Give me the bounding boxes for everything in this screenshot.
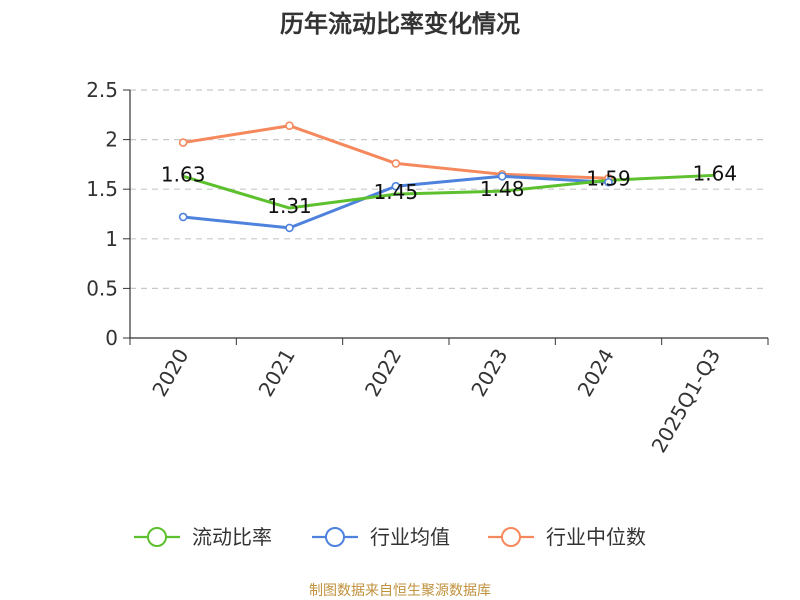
data-labels: 1.63 1.31 1.45 1.48 1.59 1.64: [161, 161, 737, 218]
data-label: 1.45: [374, 180, 419, 204]
data-label: 1.31: [267, 194, 312, 218]
y-tick-label: 1.5: [86, 177, 118, 201]
data-label: 1.48: [480, 177, 525, 201]
legend-swatch-marker: [147, 527, 167, 547]
series-point-1: [604, 177, 613, 187]
y-tick-label: 0.5: [86, 276, 118, 300]
series-point-2: [391, 159, 401, 168]
legend-item-0[interactable]: 流动比率: [134, 525, 272, 549]
legend-item-2[interactable]: 行业中位数: [488, 525, 646, 549]
series-point-2: [178, 138, 188, 147]
legend-label: 行业中位数: [546, 525, 646, 549]
axes: [123, 89, 769, 345]
y-tick-label: 1: [105, 227, 118, 251]
series-points: [178, 121, 613, 233]
y-tick-label: 2: [105, 128, 118, 152]
series-point-1: [178, 212, 188, 222]
y-tick-label: 0: [105, 326, 118, 350]
x-tick-label: 2021: [254, 345, 300, 401]
x-tick-label: 2020: [147, 345, 193, 401]
data-label: 1.64: [693, 161, 738, 185]
x-tick-label: 2025Q1-Q3: [646, 345, 725, 457]
series-point-1: [391, 181, 401, 191]
legend-swatch-marker: [501, 527, 521, 547]
chart-title: 历年流动比率变化情况: [280, 10, 520, 38]
series-lines: [182, 124, 715, 230]
data-label: 1.63: [161, 162, 206, 186]
legend[interactable]: 流动比率 行业均值 行业中位数: [134, 525, 646, 549]
series-line-0: [182, 173, 715, 210]
legend-label: 流动比率: [192, 525, 272, 549]
legend-swatch-marker: [325, 527, 345, 547]
x-axis-tick-labels: 2020 2021 2022 2023 2024 2025Q1-Q3: [147, 344, 725, 456]
series-point-1: [497, 172, 507, 181]
series-point-2: [285, 121, 294, 131]
legend-item-1[interactable]: 行业均值: [312, 525, 450, 549]
data-label: 1.59: [586, 166, 631, 190]
x-tick-label: 2022: [360, 345, 406, 401]
x-tick-label: 2024: [573, 345, 619, 401]
x-tick-label: 2023: [466, 344, 512, 400]
source-note: 制图数据来自恒生聚源数据库: [309, 583, 491, 599]
y-tick-label: 2.5: [86, 78, 118, 102]
y-axis-tick-labels: 0 0.5 1 1.5 2 2.5: [86, 78, 118, 350]
gridlines: [130, 89, 768, 289]
series-line-2: [182, 124, 609, 180]
series-point-1: [285, 223, 294, 233]
legend-label: 行业均值: [370, 525, 450, 549]
